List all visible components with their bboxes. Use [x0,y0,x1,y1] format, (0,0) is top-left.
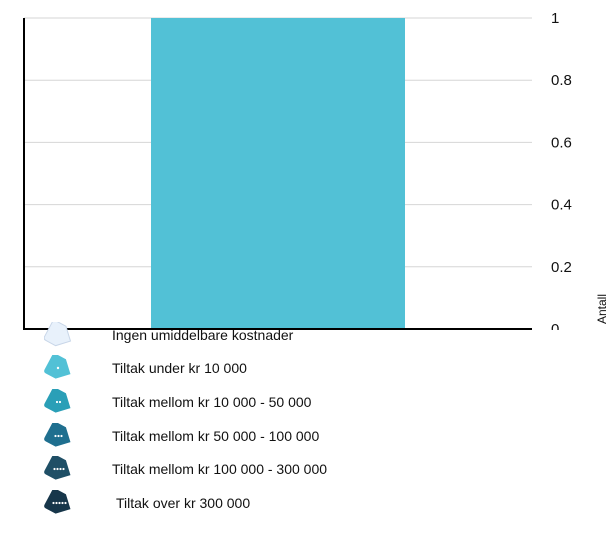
bar [151,18,405,329]
legend-item-ingen-umiddelbare-kostnader: Ingen umiddelbare kostnader [44,318,464,352]
y-tick-label: 0.4 [551,197,572,214]
y-axis-title: Antall [595,294,608,324]
y-tick-label: 0.8 [551,72,572,89]
legend-item-tiltak-10000-50000: Tiltak mellom kr 10 000 - 50 000 [44,385,464,419]
legend-label: Tiltak mellom kr 50 000 - 100 000 [112,427,320,444]
tag-light-blue-icon [44,355,71,380]
y-tick-label: 0.2 [551,259,572,276]
legend-item-tiltak-100000-300000: Tiltak mellom kr 100 000 - 300 000 [44,452,464,486]
tag-white-icon [44,321,72,346]
y-tick-label: 0.6 [551,134,572,151]
y-tick-label: 0 [551,321,559,330]
legend-item-tiltak-50000-100000: Tiltak mellom kr 50 000 - 100 000 [44,419,464,453]
y-tick-label: 1 [551,10,559,27]
legend-label: Tiltak under kr 10 000 [112,360,247,377]
tag-teal-icon [44,388,71,413]
tag-dark-blue-icon [44,456,71,480]
legend-label: Ingen umiddelbare kostnader [112,326,294,343]
legend-label: Tiltak over kr 300 000 [116,494,251,511]
chart: 0 0.2 0.4 0.6 0.8 1 Antall [23,10,608,330]
legend-item-tiltak-over-300000: Tiltak over kr 300 000 [44,486,464,520]
y-tick-labels: 0 0.2 0.4 0.6 0.8 1 [551,10,572,330]
tag-blue-icon [44,422,71,447]
legend-label: Tiltak mellom kr 10 000 - 50 000 [112,393,312,410]
bars [151,18,405,329]
legend-label: Tiltak mellom kr 100 000 - 300 000 [112,461,328,478]
legend-item-tiltak-under-10000: Tiltak under kr 10 000 [44,352,464,386]
legend: Ingen umiddelbare kostnader Tiltak under… [44,318,464,520]
tag-navy-icon [44,489,71,514]
